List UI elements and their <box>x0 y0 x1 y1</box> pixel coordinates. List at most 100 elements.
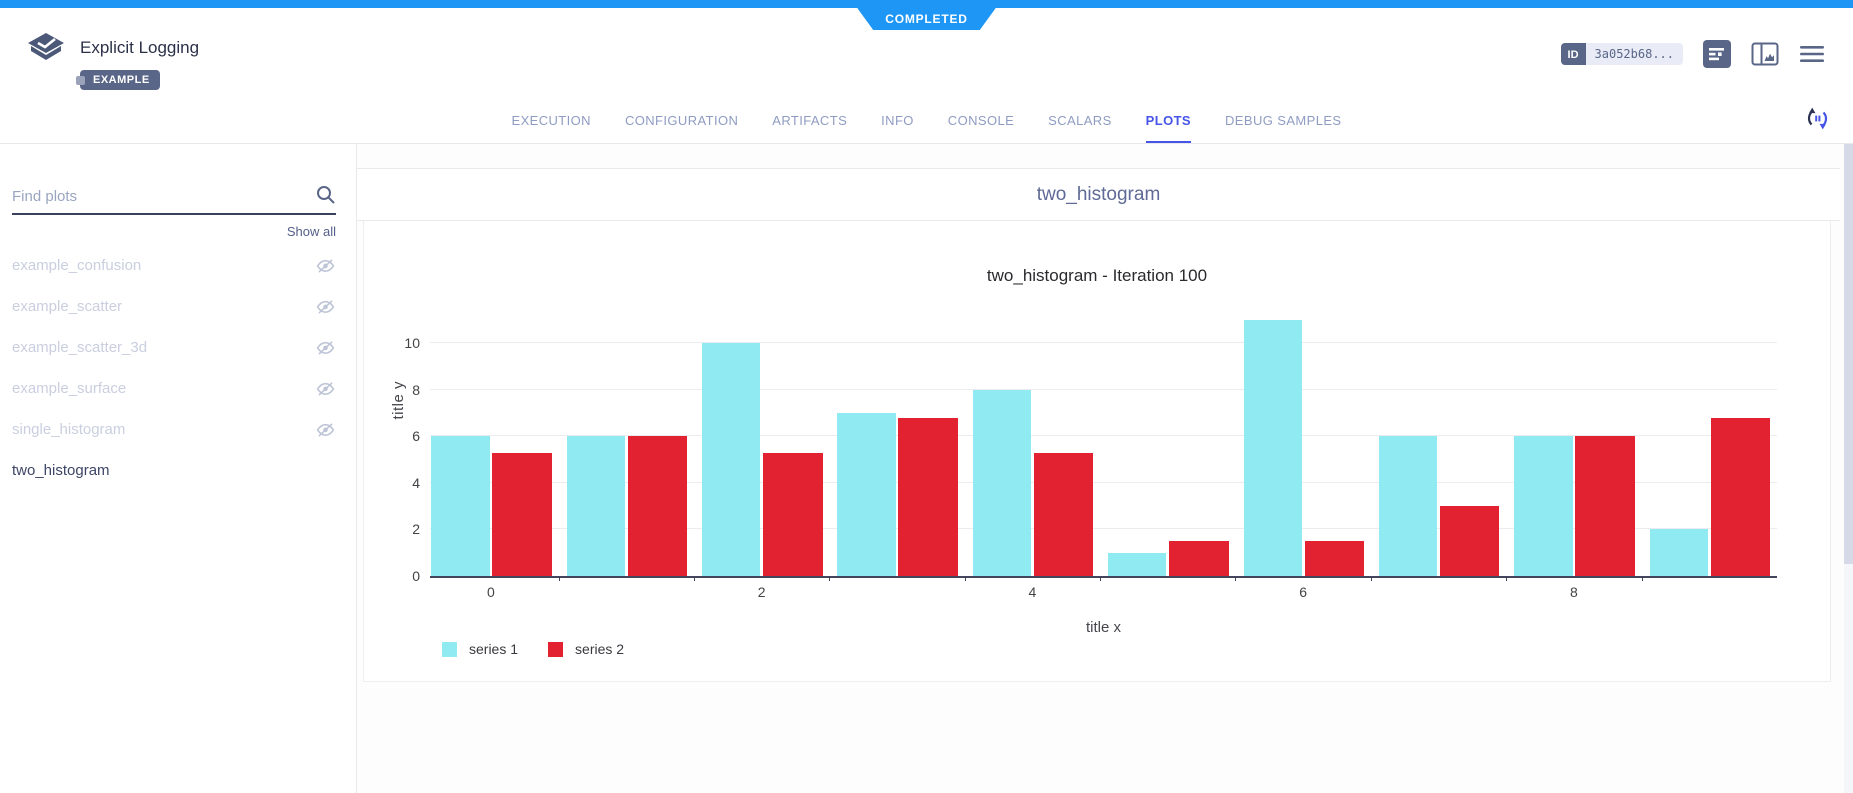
gridline <box>430 388 1777 390</box>
bar-series1-x1 <box>566 436 625 576</box>
brand: Explicit Logging EXAMPLE <box>26 30 199 90</box>
page-title: Explicit Logging <box>80 38 200 57</box>
top-status-bar <box>0 0 1853 8</box>
legend-swatch <box>548 641 564 657</box>
bar-series2-x8 <box>1575 436 1635 576</box>
y-tick-label: 2 <box>412 521 420 538</box>
bar-series2-x9 <box>1710 417 1771 576</box>
x-tick-label: 2 <box>757 584 766 600</box>
plot-item-example_surface[interactable]: example_surface <box>12 368 336 409</box>
plot-item-two_histogram[interactable]: two_histogram <box>12 450 336 491</box>
bar-series2-x0 <box>492 452 552 576</box>
legend-item-series-2[interactable]: series 2 <box>548 641 624 657</box>
eye-off-icon[interactable] <box>315 337 336 358</box>
id-label: ID <box>1560 43 1586 65</box>
tab-plots[interactable]: PLOTS <box>1145 113 1192 143</box>
plot-item-label: two_histogram <box>12 462 110 479</box>
bar-series1-x9 <box>1649 529 1708 576</box>
bar-series1-x8 <box>1514 436 1573 576</box>
chart-legend: series 1 series 2 <box>442 641 624 657</box>
plots-sidebar: Show all example_confusion example_scatte… <box>0 144 357 793</box>
bar-series2-x3 <box>898 417 958 576</box>
y-tick-label: 10 <box>404 335 420 352</box>
bar-series2-x2 <box>763 452 823 576</box>
plot-item-label: example_scatter <box>12 298 123 315</box>
plot-item-single_histogram[interactable]: single_histogram <box>12 409 336 450</box>
x-axis-title: title x <box>1085 619 1121 636</box>
bar-series1-x2 <box>702 343 761 576</box>
tab-debug-samples[interactable]: DEBUG SAMPLES <box>1225 113 1342 128</box>
menu-button[interactable] <box>1799 44 1825 64</box>
tab-artifacts[interactable]: ARTIFACTS <box>772 113 848 128</box>
details-view-button[interactable] <box>1703 40 1731 68</box>
bar-series2-x1 <box>627 436 688 576</box>
plot-group-header: two_histogram <box>357 168 1840 221</box>
experiment-id-badge: ID 3a052b68... <box>1560 43 1683 65</box>
bar-series1-x5 <box>1108 552 1167 576</box>
gridline <box>430 528 1777 530</box>
header: Explicit Logging EXAMPLE ID 3a052b68... <box>0 8 1853 143</box>
x-tick-mark <box>1506 576 1508 581</box>
status-label: COMPLETED <box>885 12 968 26</box>
tab-execution[interactable]: EXECUTION <box>511 113 591 128</box>
bar-series2-x7 <box>1439 506 1500 576</box>
experiment-logo-icon <box>28 33 64 60</box>
split-panel-button[interactable] <box>1751 40 1779 68</box>
legend-label: series 2 <box>575 641 625 657</box>
search-input[interactable] <box>12 188 315 205</box>
x-tick-label: 6 <box>1299 584 1308 600</box>
plot-item-example_scatter_3d[interactable]: example_scatter_3d <box>12 327 336 368</box>
search-icon[interactable] <box>315 184 336 205</box>
tab-configuration[interactable]: CONFIGURATION <box>624 113 739 128</box>
header-divider <box>0 143 1853 144</box>
chart-title: two_histogram - Iteration 100 <box>986 266 1208 285</box>
y-tick-label: 6 <box>412 428 420 445</box>
tab-info[interactable]: INFO <box>881 113 914 128</box>
plot-widget: two_histogram - Iteration 100 title y 0 2… <box>363 221 1831 682</box>
y-tick-label: 0 <box>412 568 420 584</box>
example-tag[interactable]: EXAMPLE <box>76 70 160 90</box>
y-axis-title: title y <box>390 381 407 420</box>
tab-console[interactable]: CONSOLE <box>947 113 1015 128</box>
x-tick-mark <box>829 576 831 581</box>
plot-item-label: example_scatter_3d <box>12 339 148 356</box>
bar-series1-x6 <box>1243 320 1302 576</box>
legend-item-series-1[interactable]: series 1 <box>442 641 518 657</box>
id-value[interactable]: 3a052b68... <box>1585 43 1683 65</box>
plot-item-label: example_confusion <box>12 257 142 274</box>
eye-off-icon[interactable] <box>315 296 336 317</box>
plot-item-label: single_histogram <box>12 421 126 438</box>
x-tick-label: 8 <box>1570 584 1578 600</box>
x-tick-mark <box>1235 576 1237 581</box>
auto-refresh-button[interactable] <box>1806 107 1829 135</box>
eye-off-icon[interactable] <box>315 255 336 276</box>
eye-off-icon[interactable] <box>315 378 336 399</box>
bar-series2-x6 <box>1304 541 1365 576</box>
scrollbar-thumb[interactable] <box>1844 144 1853 564</box>
eye-off-icon[interactable] <box>315 419 336 440</box>
x-tick-mark <box>1370 576 1372 581</box>
gridline <box>430 342 1777 344</box>
x-tick-label: 0 <box>487 584 495 600</box>
panel-chart-icon <box>1751 42 1779 66</box>
scrollbar[interactable] <box>1844 144 1853 793</box>
y-tick-label: 8 <box>412 381 420 398</box>
x-tick-mark <box>558 576 560 581</box>
status-ribbon: COMPLETED <box>857 8 996 30</box>
bar-series1-x3 <box>837 413 896 576</box>
search-box <box>12 184 336 215</box>
bar-series2-x4 <box>1033 452 1094 576</box>
tag-gear-icon <box>76 76 85 85</box>
gridline <box>430 435 1777 437</box>
bar-series1-x4 <box>972 389 1032 576</box>
bar-series2-x5 <box>1169 541 1229 576</box>
plot-group-title: two_histogram <box>1036 183 1161 205</box>
plot-item-label: example_surface <box>12 380 127 397</box>
legend-label: series 1 <box>469 641 519 657</box>
plot-list: example_confusion example_scatter example_… <box>12 245 336 491</box>
show-all-link[interactable]: Show all <box>286 224 336 239</box>
tab-scalars[interactable]: SCALARS <box>1048 113 1112 128</box>
x-tick-label: 4 <box>1028 584 1037 600</box>
plot-item-example_scatter[interactable]: example_scatter <box>12 286 336 327</box>
plot-item-example_confusion[interactable]: example_confusion <box>12 245 336 286</box>
